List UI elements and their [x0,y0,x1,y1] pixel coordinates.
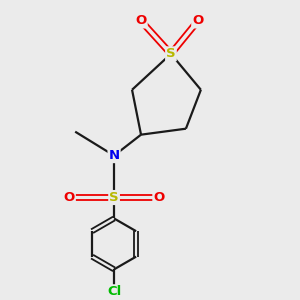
Text: S: S [166,47,176,60]
Text: O: O [64,191,75,204]
Text: S: S [109,191,119,204]
Text: O: O [153,191,165,204]
Text: Cl: Cl [107,285,121,298]
Text: N: N [109,149,120,162]
Text: O: O [135,14,147,27]
Text: O: O [192,14,203,27]
